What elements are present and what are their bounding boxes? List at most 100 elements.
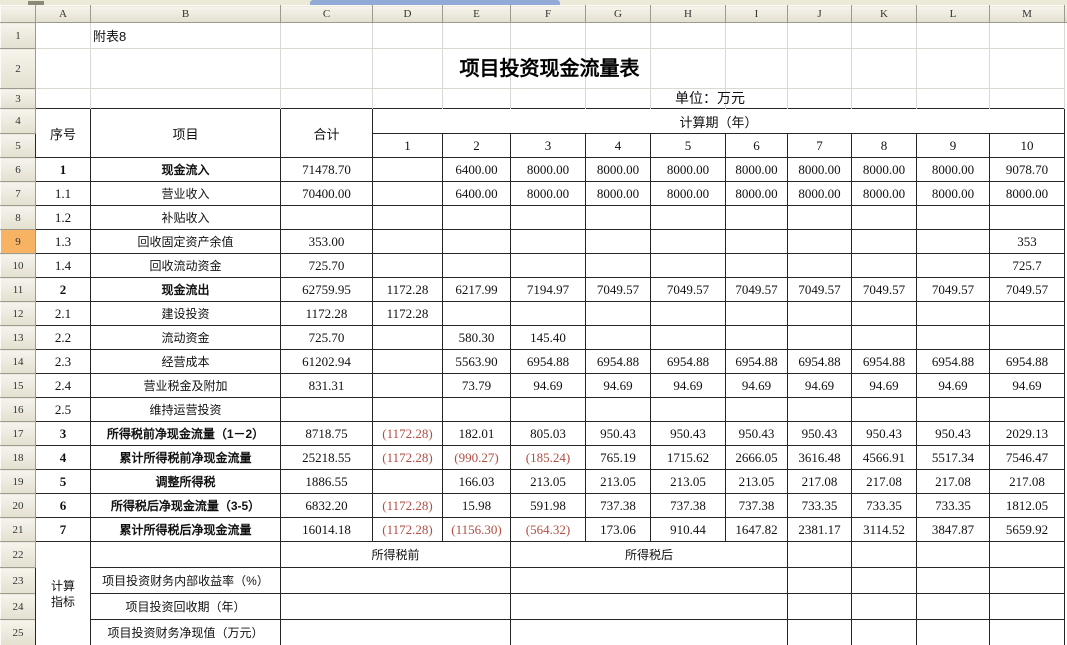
cell-seq[interactable]: 7 (35, 517, 91, 542)
cell[interactable] (372, 205, 443, 230)
column-header[interactable]: H (650, 5, 726, 23)
cell[interactable]: 950.43 (585, 421, 651, 446)
cell[interactable]: 950.43 (787, 421, 852, 446)
cell[interactable] (916, 619, 990, 645)
cell[interactable]: 1812.05 (989, 493, 1065, 518)
cell[interactable]: (1172.28) (372, 445, 443, 470)
row-header[interactable]: 16 (0, 397, 36, 422)
column-header[interactable]: D (372, 5, 443, 23)
cell[interactable]: 7546.47 (989, 445, 1065, 470)
year-header[interactable]: 10 (989, 133, 1065, 158)
cell[interactable]: 94.69 (851, 373, 917, 398)
cell[interactable] (372, 325, 443, 350)
cell[interactable] (90, 88, 281, 109)
cell[interactable]: 9078.70 (989, 157, 1065, 182)
year-header[interactable]: 8 (851, 133, 917, 158)
cell[interactable] (442, 22, 511, 49)
column-header[interactable]: K (851, 5, 917, 23)
select-all-corner[interactable] (0, 5, 36, 23)
cell-item-label[interactable]: 流动资金 (90, 325, 281, 350)
cell[interactable]: 1172.28 (372, 301, 443, 326)
cell[interactable] (280, 88, 373, 109)
cell[interactable] (372, 22, 443, 49)
header-item[interactable]: 项目 (90, 108, 281, 158)
cell[interactable] (787, 325, 852, 350)
row-header[interactable]: 3 (0, 88, 36, 109)
cell-item-label[interactable]: 回收流动资金 (90, 253, 281, 278)
cell[interactable] (442, 397, 511, 422)
cell[interactable]: 950.43 (851, 421, 917, 446)
cell[interactable] (851, 205, 917, 230)
cell[interactable]: (1156.30) (442, 517, 511, 542)
year-header[interactable]: 7 (787, 133, 852, 158)
cell[interactable]: 8000.00 (851, 157, 917, 182)
cell[interactable]: 217.08 (787, 469, 852, 494)
column-header[interactable]: F (510, 5, 586, 23)
row-header[interactable]: 11 (0, 277, 36, 302)
cell[interactable]: (1172.28) (372, 421, 443, 446)
cell[interactable]: 6954.88 (989, 349, 1065, 374)
cell[interactable]: 6954.88 (585, 349, 651, 374)
cell[interactable] (851, 22, 917, 49)
cell[interactable] (787, 253, 852, 278)
cell[interactable] (916, 253, 990, 278)
cell[interactable]: 1647.82 (725, 517, 788, 542)
row-header[interactable]: 25 (0, 619, 36, 645)
cell[interactable] (787, 619, 852, 645)
cell[interactable]: 6954.88 (787, 349, 852, 374)
cell[interactable] (851, 88, 917, 109)
cell[interactable] (442, 253, 511, 278)
cell-seq[interactable]: 1.1 (35, 181, 91, 206)
cell[interactable] (372, 253, 443, 278)
cell[interactable] (510, 48, 586, 89)
cell-seq[interactable]: 2.3 (35, 349, 91, 374)
cell[interactable] (916, 205, 990, 230)
year-header[interactable]: 1 (372, 133, 443, 158)
cell[interactable] (510, 397, 586, 422)
row-header[interactable]: 23 (0, 567, 36, 594)
cell[interactable]: 353 (989, 229, 1065, 254)
cell[interactable] (372, 88, 443, 109)
cell[interactable] (725, 22, 788, 49)
cell[interactable] (989, 619, 1065, 645)
cell[interactable]: 580.30 (442, 325, 511, 350)
cell[interactable]: 8000.00 (650, 181, 726, 206)
cell[interactable]: 70400.00 (280, 181, 373, 206)
cell[interactable]: 2029.13 (989, 421, 1065, 446)
cell[interactable]: 1172.28 (372, 277, 443, 302)
cell[interactable]: 6954.88 (851, 349, 917, 374)
cell-item-label[interactable]: 营业收入 (90, 181, 281, 206)
cell[interactable]: 7194.97 (510, 277, 586, 302)
cell[interactable] (510, 593, 788, 620)
cell[interactable]: 94.69 (585, 373, 651, 398)
cell[interactable] (787, 22, 852, 49)
cell[interactable]: 7049.57 (585, 277, 651, 302)
cell[interactable] (372, 157, 443, 182)
cell[interactable]: 8000.00 (989, 181, 1065, 206)
cell[interactable]: 7049.57 (851, 277, 917, 302)
row-header[interactable]: 1 (0, 22, 36, 49)
cell-seq[interactable]: 2.4 (35, 373, 91, 398)
footer-metric-label[interactable]: 项目投资财务内部收益率（%） (90, 567, 281, 594)
cell[interactable] (989, 205, 1065, 230)
cell-seq[interactable]: 3 (35, 421, 91, 446)
cell[interactable]: 166.03 (442, 469, 511, 494)
cell[interactable]: 16014.18 (280, 517, 373, 542)
cell[interactable]: 6954.88 (650, 349, 726, 374)
cell[interactable]: 737.38 (725, 493, 788, 518)
footer-posttax-label[interactable]: 所得税后 (510, 541, 788, 568)
cell[interactable]: 182.01 (442, 421, 511, 446)
cell-item-label[interactable]: 回收固定资产余值 (90, 229, 281, 254)
cell[interactable] (650, 229, 726, 254)
cell[interactable] (787, 205, 852, 230)
cell-item-label[interactable]: 现金流入 (90, 157, 281, 182)
cell[interactable]: 213.05 (510, 469, 586, 494)
cell[interactable] (280, 205, 373, 230)
cell[interactable] (372, 229, 443, 254)
cell[interactable] (787, 48, 852, 89)
cell[interactable]: 61202.94 (280, 349, 373, 374)
cell-seq[interactable]: 1.4 (35, 253, 91, 278)
cell[interactable]: 8000.00 (787, 181, 852, 206)
row-header[interactable]: 18 (0, 445, 36, 470)
cell[interactable] (851, 541, 917, 568)
